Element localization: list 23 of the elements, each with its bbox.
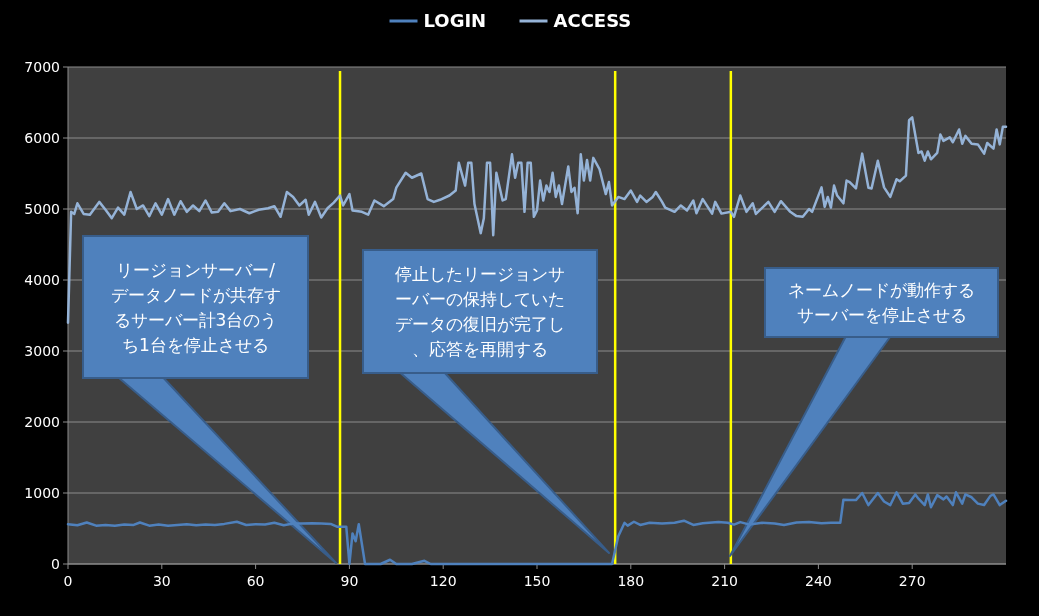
annotation: リージョンサーバー/データノードが共存するサーバー計3台のうち1台を停止させる (110, 259, 281, 355)
legend-label: ACCESS (553, 10, 632, 31)
x-tick-label: 60 (246, 573, 265, 589)
x-tick-label: 270 (898, 573, 926, 589)
x-tick-label: 30 (152, 573, 171, 589)
x-tick-label: 150 (523, 573, 551, 589)
y-tick-label: 7000 (24, 59, 60, 75)
x-tick-label: 240 (805, 573, 832, 589)
annotation: ネームノードが動作するサーバーを停止させる (788, 280, 975, 325)
x-tick-label: 120 (429, 573, 457, 589)
y-tick-label: 0 (51, 556, 60, 572)
y-tick-label: 2000 (24, 414, 60, 430)
x-tick-label: 90 (340, 573, 359, 589)
y-tick-label: 4000 (24, 272, 60, 288)
y-tick-label: 6000 (24, 130, 60, 146)
legend-label: LOGIN (423, 10, 487, 31)
x-tick-label: 180 (617, 573, 645, 589)
y-tick-label: 1000 (24, 485, 60, 501)
x-tick-label: 210 (711, 573, 738, 589)
annotation: 停止したリージョンサーバーの保持していたデータの復旧が完了し、応答を再開する (395, 264, 565, 359)
x-tick-label: 0 (63, 573, 73, 589)
y-tick-label: 5000 (24, 201, 60, 217)
y-tick-label: 3000 (24, 343, 60, 359)
